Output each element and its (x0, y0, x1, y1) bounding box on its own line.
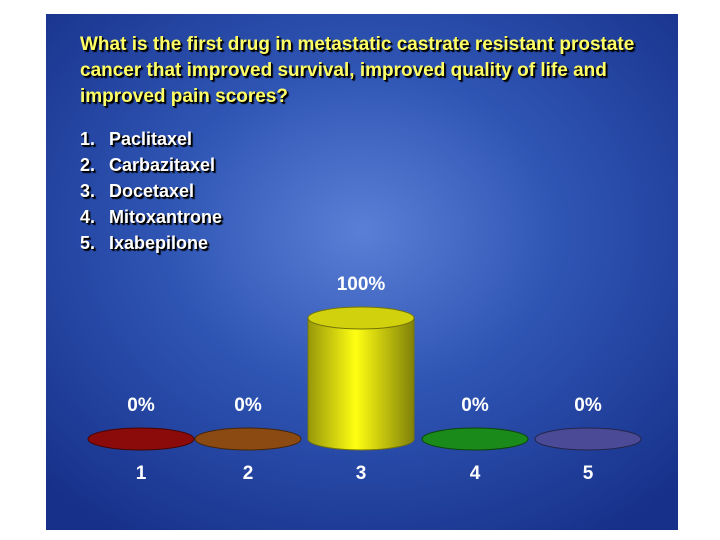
option-number: 1. (80, 129, 96, 149)
bar-top (534, 427, 642, 451)
category-label: 3 (356, 463, 367, 484)
option-number: 3. (80, 181, 96, 201)
option-4: 4. Mitoxantrone (80, 204, 222, 230)
option-label: Carbazitaxel (109, 155, 216, 175)
bar-top (194, 427, 302, 451)
bar-top (421, 427, 529, 451)
bar-top (307, 306, 415, 330)
option-2: 2. Carbazitaxel (80, 152, 222, 178)
value-label: 0% (127, 395, 155, 416)
value-label: 0% (234, 395, 262, 416)
response-chart: 0% 1 0% 2 100% 3 0% 4 0% 5 (87, 274, 642, 484)
value-label: 100% (337, 274, 386, 295)
bar-body (307, 317, 415, 451)
bar-4 (421, 427, 529, 451)
question-text: What is the first drug in metastatic cas… (80, 34, 635, 107)
category-label: 2 (243, 463, 254, 484)
bar-2 (194, 427, 302, 451)
option-label: Paclitaxel (109, 129, 193, 149)
option-number: 4. (80, 207, 96, 227)
value-label: 0% (574, 395, 602, 416)
category-label: 4 (470, 463, 481, 484)
bar-5 (534, 427, 642, 451)
option-label: Ixabepilone (109, 233, 209, 253)
answer-options: 1. Paclitaxel 2. Carbazitaxel 3. Docetaxel … (80, 126, 222, 256)
bar-top (87, 427, 195, 451)
option-3: 3. Docetaxel (80, 178, 222, 204)
bar-3 (307, 306, 415, 451)
option-number: 5. (80, 233, 96, 253)
category-label: 5 (583, 463, 594, 484)
option-5: 5. Ixabepilone (80, 230, 222, 256)
option-number: 2. (80, 155, 96, 175)
option-1: 1. Paclitaxel (80, 126, 222, 152)
option-label: Docetaxel (109, 181, 195, 201)
value-label: 0% (461, 395, 489, 416)
category-label: 1 (136, 463, 147, 484)
bar-1 (87, 427, 195, 451)
slide: What is the first drug in metastatic cas… (46, 14, 678, 530)
option-label: Mitoxantrone (109, 207, 223, 227)
